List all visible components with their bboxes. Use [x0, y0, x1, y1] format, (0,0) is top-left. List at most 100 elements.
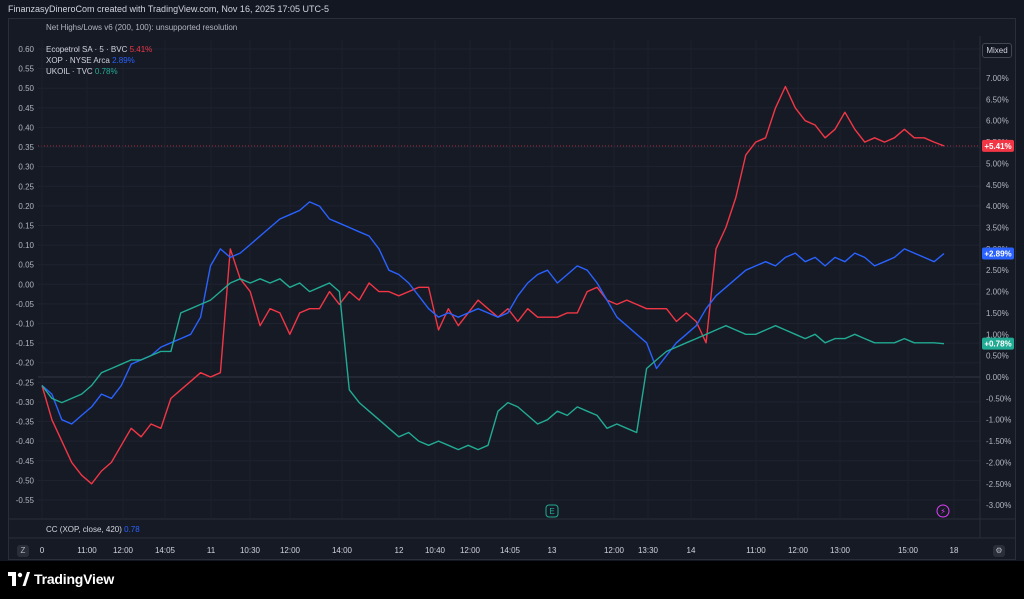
tradingview-logo: TradingView [8, 570, 114, 588]
right-axis-tick-label: 3.50% [986, 224, 1009, 233]
x-axis-tick-label: 12:00 [788, 546, 809, 555]
lower-pane-label[interactable]: CC (XOP, close, 420) 0.78 [46, 525, 140, 534]
indicator-label[interactable]: Net Highs/Lows v6 (200, 100): unsupporte… [46, 23, 238, 32]
right-axis-tick-label: 5.00% [986, 159, 1009, 168]
x-axis-tick-label: 14:05 [500, 546, 521, 555]
left-axis-tick-label: -0.05 [16, 300, 35, 309]
settings-gear-icon[interactable]: ⚙ [993, 545, 1005, 557]
x-axis-tick-label: 10:40 [425, 546, 446, 555]
last-value-badge [982, 139, 1014, 152]
x-axis-tick-label: 13:00 [830, 546, 851, 555]
last-value-label: +5.41% [984, 142, 1011, 151]
right-axis-tick-label: 0.00% [986, 373, 1009, 382]
left-axis-tick-label: 0.05 [18, 261, 34, 270]
tradingview-logo-icon [8, 572, 30, 586]
x-axis-tick-label: 12:00 [113, 546, 134, 555]
top-bar: FinanzasyDineroCom created with TradingV… [0, 0, 1024, 18]
x-axis-tick-label: 10:30 [240, 546, 261, 555]
right-axis-tick-label: -2.00% [986, 458, 1011, 467]
legend-item-ukoil[interactable]: UKOIL · TVC 0.78% [46, 66, 152, 77]
legend-name: UKOIL · TVC [46, 67, 93, 76]
x-axis-tick-label: 11 [207, 546, 216, 555]
legend-item-xop[interactable]: XOP · NYSE Arca 2.89% [46, 55, 152, 66]
flash-marker-icon [936, 504, 950, 518]
x-axis-tick-label: 15:00 [898, 546, 919, 555]
left-axis-tick-label: -0.25 [16, 378, 35, 387]
left-axis-tick-label: -0.35 [16, 418, 35, 427]
series-line-0 [41, 85, 945, 485]
right-axis-tick-label: 1.50% [986, 309, 1009, 318]
right-axis-tick-label: 4.00% [986, 202, 1009, 211]
x-axis-tick-label: 13 [548, 546, 557, 555]
left-axis-tick-label: -0.45 [16, 457, 35, 466]
x-axis-tick-label: 11:00 [746, 546, 766, 555]
legend: Ecopetrol SA · 5 · BVC 5.41% XOP · NYSE … [46, 44, 152, 77]
right-axis-tick-label: -1.50% [986, 437, 1011, 446]
x-axis-tick-label: 14 [687, 546, 696, 555]
lower-pane-value: 0.78 [124, 525, 140, 534]
last-value-label: +0.78% [984, 340, 1011, 349]
flash-marker-label: ⚡ [940, 507, 946, 516]
left-axis-tick-label: 0.15 [18, 221, 34, 230]
left-axis-tick-label: 0.50 [18, 84, 34, 93]
brand-text: TradingView [34, 571, 115, 587]
left-axis-tick-label: 0.30 [18, 163, 34, 172]
lower-pane-name: CC (XOP, close, 420) [46, 525, 122, 534]
left-axis-tick-label: -0.30 [16, 398, 35, 407]
legend-value: 0.78% [94, 67, 118, 76]
legend-item-ecopetrol[interactable]: Ecopetrol SA · 5 · BVC 5.41% [46, 44, 152, 55]
x-axis-tick-label: 14:05 [155, 546, 176, 555]
right-axis-tick-label: -0.50% [986, 394, 1011, 403]
legend-name: Ecopetrol SA · 5 · BVC [46, 45, 128, 54]
left-axis-tick-label: -0.55 [16, 496, 35, 505]
left-axis-tick-label: 0.45 [18, 104, 34, 113]
left-axis-tick-label: 0.35 [18, 143, 34, 152]
x-axis-tick-label: 13:30 [638, 546, 659, 555]
footer [0, 561, 1024, 599]
left-axis-tick-label: -0.10 [16, 320, 35, 329]
last-value-label: +2.89% [984, 250, 1011, 259]
last-value-badge [982, 247, 1014, 260]
legend-name: XOP · NYSE Arca [46, 56, 110, 65]
left-axis-tick-label: 0.25 [18, 182, 34, 191]
right-axis-tick-label: 1.00% [986, 330, 1009, 339]
legend-value: 5.41% [129, 45, 153, 54]
x-axis-tick-label: 0 [40, 546, 45, 555]
right-axis-tick-label: -2.50% [986, 480, 1011, 489]
left-axis-tick-label: 0.60 [18, 45, 34, 54]
left-axis-tick-label: 0.20 [18, 202, 34, 211]
series-line-2 [41, 278, 945, 451]
right-axis-tick-label: 6.50% [986, 95, 1009, 104]
x-axis-tick-label: 11:00 [77, 546, 97, 555]
left-axis-tick-label: 0.40 [18, 123, 34, 132]
zoom-out-button[interactable]: Z [17, 545, 29, 557]
x-axis-tick-label: 12 [395, 546, 404, 555]
earnings-marker-icon [545, 504, 559, 518]
right-axis-tick-label: 6.00% [986, 117, 1009, 126]
last-value-badge [982, 337, 1014, 350]
right-axis-tick-label: 4.50% [986, 181, 1009, 190]
scale-mode-button[interactable]: Mixed [982, 43, 1012, 58]
left-axis-tick-label: -0.50 [16, 476, 35, 485]
right-axis-tick-label: 0.50% [986, 352, 1009, 361]
credit-text: FinanzasyDineroCom created with TradingV… [8, 4, 329, 14]
x-axis-tick-label: 12:00 [280, 546, 301, 555]
right-axis-tick-label: 7.00% [986, 74, 1009, 83]
right-axis-tick-label: 2.50% [986, 266, 1009, 275]
left-axis-tick-label: 0.55 [18, 65, 34, 74]
x-axis-tick-label: 14:00 [332, 546, 353, 555]
left-axis-tick-label: 0.10 [18, 241, 34, 250]
left-axis-tick-label: -0.20 [16, 359, 35, 368]
left-axis-tick-label: -0.40 [16, 437, 35, 446]
x-axis-tick-label: 18 [950, 546, 959, 555]
left-axis-tick-label: -0.15 [16, 339, 35, 348]
right-axis-tick-label: -1.00% [986, 416, 1011, 425]
series-line-1 [41, 201, 945, 425]
chart-frame [8, 18, 1016, 560]
x-axis-tick-label: 12:00 [604, 546, 625, 555]
left-axis-tick-label: 0.00 [18, 280, 34, 289]
x-axis-tick-label: 12:00 [460, 546, 481, 555]
legend-value: 2.89% [112, 56, 135, 65]
earnings-marker-label: E [549, 507, 554, 516]
